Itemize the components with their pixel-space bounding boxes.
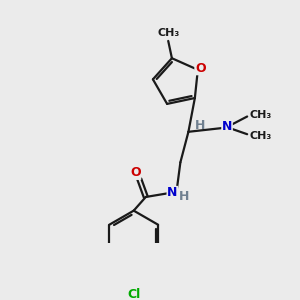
Text: N: N bbox=[167, 186, 178, 200]
Text: Cl: Cl bbox=[127, 288, 140, 300]
Text: O: O bbox=[195, 62, 206, 75]
Text: H: H bbox=[178, 190, 189, 203]
Text: H: H bbox=[194, 119, 205, 132]
Text: CH₃: CH₃ bbox=[157, 28, 179, 38]
Text: O: O bbox=[130, 166, 141, 179]
Text: CH₃: CH₃ bbox=[250, 110, 272, 120]
Text: N: N bbox=[222, 120, 232, 133]
Text: CH₃: CH₃ bbox=[250, 131, 272, 141]
